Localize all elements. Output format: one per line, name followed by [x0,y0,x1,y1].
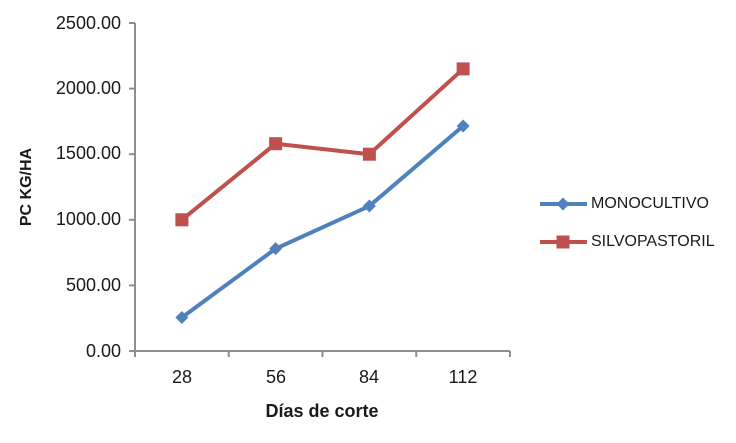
legend-item-monocultivo: MONOCULTIVO [540,192,715,216]
y-tick-label-2000: 2000.00 [55,78,121,98]
legend: MONOCULTIVO SILVOPASTORIL [540,192,715,254]
x-tick-label-84: 84 [358,367,380,387]
legend-label-silvopastoril: SILVOPASTORIL [591,233,715,250]
y-tick-label-1000: 1000.00 [55,209,121,229]
y-tick-label-1500: 1500.00 [55,143,121,163]
y-tick-label-0: 0.00 [85,341,121,361]
legend-item-silvopastoril: SILVOPASTORIL [540,230,715,254]
x-tick-label-112: 112 [448,367,478,387]
legend-marker-silvopastoril-icon [540,235,587,249]
legend-label-monocultivo: MONOCULTIVO [591,195,709,212]
x-axis-title: Días de corte [265,401,379,421]
y-tick-label-500: 500.00 [65,275,121,295]
legend-marker-monocultivo-icon [540,197,587,211]
x-tick-label-56: 56 [265,367,287,387]
y-tick-label-2500: 2500.00 [55,13,121,33]
x-tick-label-28: 28 [171,367,193,387]
